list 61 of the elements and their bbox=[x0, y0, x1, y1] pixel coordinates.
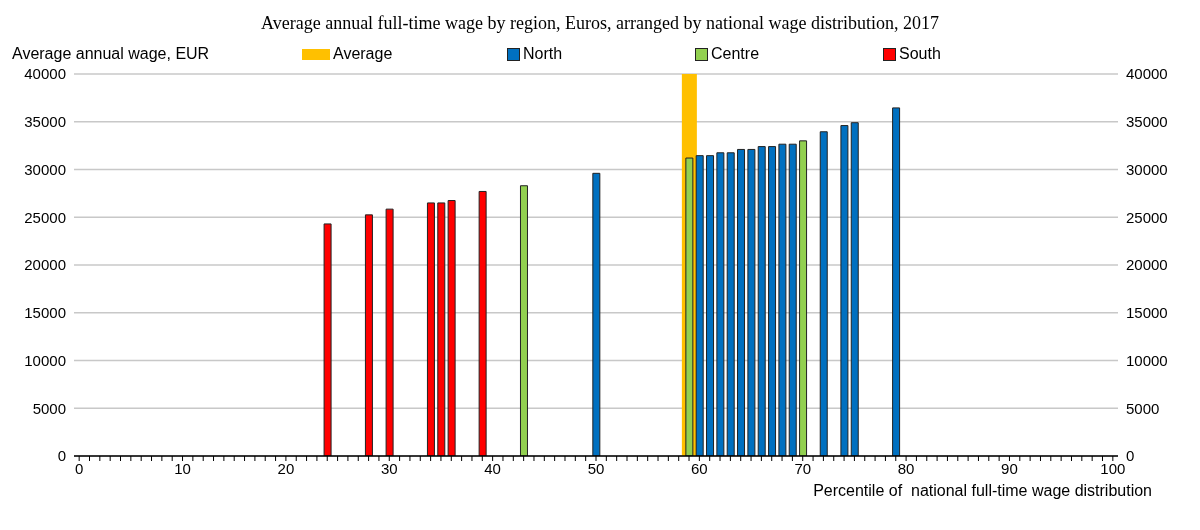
x-tick-label: 40 bbox=[484, 459, 501, 477]
y2-tick-label: 20000 bbox=[1126, 256, 1168, 274]
bar bbox=[737, 148, 746, 456]
y-tick-label: 0 bbox=[57, 447, 66, 465]
y2-tick-label: 15000 bbox=[1126, 304, 1168, 322]
y2-tick-label: 25000 bbox=[1126, 208, 1168, 226]
legend-label: South bbox=[899, 45, 941, 63]
bar bbox=[840, 125, 849, 456]
bar bbox=[323, 223, 332, 456]
bar bbox=[778, 143, 787, 456]
y-tick-label: 15000 bbox=[24, 304, 66, 322]
y2-tick-label: 40000 bbox=[1126, 65, 1168, 83]
y2-tick-label: 35000 bbox=[1126, 113, 1168, 131]
bar bbox=[385, 208, 394, 456]
x-tick-label: 20 bbox=[277, 459, 295, 477]
x-axis-title: Percentile of national full-time wage distribution bbox=[812, 482, 1153, 500]
y2-tick-label: 5000 bbox=[1126, 399, 1160, 417]
bar bbox=[726, 152, 735, 456]
bar bbox=[757, 146, 766, 456]
bar bbox=[426, 202, 435, 456]
bar bbox=[768, 146, 777, 456]
y-tick-label: 30000 bbox=[24, 160, 66, 178]
x-tick-label: 10 bbox=[174, 459, 191, 477]
x-tick-label: 90 bbox=[1001, 459, 1018, 477]
bar bbox=[788, 143, 797, 456]
bar bbox=[850, 122, 859, 456]
bar bbox=[892, 107, 901, 456]
x-tick-label: 100 bbox=[1100, 459, 1126, 477]
y-tick-label: 35000 bbox=[24, 113, 66, 131]
bar bbox=[364, 214, 373, 456]
legend-label: Centre bbox=[711, 45, 760, 63]
y2-tick-label: 30000 bbox=[1126, 160, 1168, 178]
bar bbox=[447, 200, 456, 456]
y-tick-label: 25000 bbox=[24, 208, 66, 226]
bar bbox=[437, 202, 446, 456]
x-tick-label: 60 bbox=[691, 459, 708, 477]
legend-label: Average bbox=[333, 45, 393, 63]
x-tick-label: 50 bbox=[587, 459, 605, 477]
bar bbox=[519, 185, 528, 456]
bar bbox=[592, 172, 601, 456]
bar bbox=[747, 148, 756, 456]
bar bbox=[716, 152, 725, 456]
y-tick-label: 5000 bbox=[32, 399, 66, 417]
chart-title: Average annual full-time wage by region, Euros, arranged by national wage distribution, 2017 bbox=[260, 12, 940, 35]
y-tick-label: 40000 bbox=[24, 65, 66, 83]
y-tick-label: 20000 bbox=[24, 256, 66, 274]
bar bbox=[799, 140, 808, 456]
y-axis-title: Average annual wage, EUR bbox=[11, 45, 211, 63]
y2-tick-label: 10000 bbox=[1126, 351, 1168, 369]
legend-label: North bbox=[523, 45, 563, 63]
x-tick-label: 80 bbox=[897, 459, 915, 477]
x-tick-label: 30 bbox=[380, 459, 398, 477]
y-tick-label: 10000 bbox=[24, 351, 66, 369]
bar bbox=[706, 155, 715, 456]
bar bbox=[685, 157, 694, 456]
x-tick-label: 0 bbox=[75, 459, 84, 477]
bar bbox=[478, 190, 487, 456]
bar bbox=[819, 131, 828, 456]
y2-tick-label: 0 bbox=[1126, 447, 1135, 465]
bar bbox=[695, 155, 704, 456]
x-tick-label: 70 bbox=[794, 459, 812, 477]
